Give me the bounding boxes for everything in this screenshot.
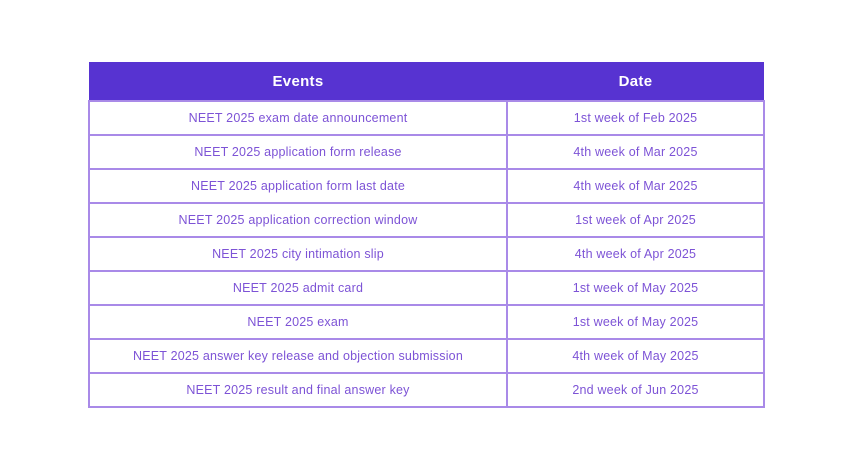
date-cell: 4th week of Mar 2025 [506,134,765,170]
date-cell: 2nd week of Jun 2025 [506,372,765,408]
table-row: NEET 2025 application form release 4th we… [88,134,765,170]
table-row: NEET 2025 result and final answer key 2nd… [88,372,765,408]
event-cell: NEET 2025 exam date announcement [88,100,508,136]
events-column-header: Events [89,62,507,101]
date-cell: 4th week of Apr 2025 [506,236,765,272]
event-cell: NEET 2025 application form release [88,134,508,170]
event-cell: NEET 2025 application correction window [88,202,508,238]
table-row: NEET 2025 exam 1st week of May 2025 [88,304,765,340]
table-row: NEET 2025 city intimation slip 4th week o… [88,236,765,272]
date-cell: 1st week of May 2025 [506,304,765,340]
table-row: NEET 2025 application form last date 4th … [88,168,765,204]
event-cell: NEET 2025 exam [88,304,508,340]
table-row: NEET 2025 application correction window 1… [88,202,765,238]
table-row: NEET 2025 answer key release and objecti… [88,338,765,374]
event-cell: NEET 2025 answer key release and objecti… [88,338,508,374]
event-cell: NEET 2025 city intimation slip [88,236,508,272]
table-body: NEET 2025 exam date announcement 1st week… [88,100,765,408]
date-cell: 1st week of Feb 2025 [506,100,765,136]
event-cell: NEET 2025 result and final answer key [88,372,508,408]
neet-schedule-table: Events Date NEET 2025 exam date announce… [88,62,765,408]
table-row: NEET 2025 admit card 1st week of May 2025 [88,270,765,306]
date-cell: 1st week of Apr 2025 [506,202,765,238]
table-header: Events Date [89,62,764,101]
event-cell: NEET 2025 application form last date [88,168,508,204]
date-column-header: Date [507,62,764,101]
date-cell: 4th week of May 2025 [506,338,765,374]
event-cell: NEET 2025 admit card [88,270,508,306]
header-row: Events Date [89,62,764,101]
date-cell: 1st week of May 2025 [506,270,765,306]
table-row: NEET 2025 exam date announcement 1st week… [88,100,765,136]
date-cell: 4th week of Mar 2025 [506,168,765,204]
